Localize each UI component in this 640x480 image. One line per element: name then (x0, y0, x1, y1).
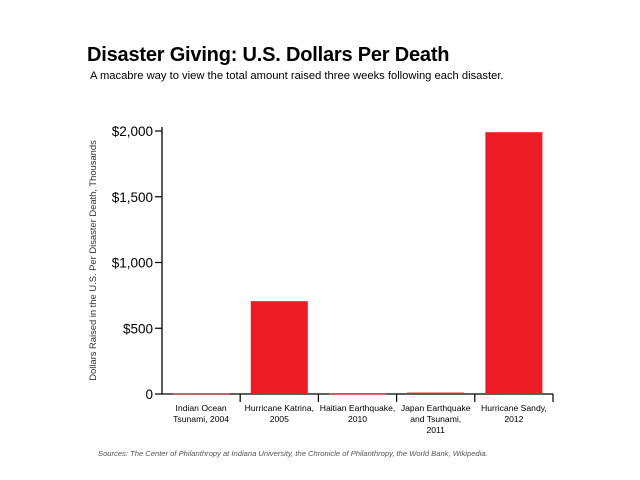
x-category-label: Haitian Earthquake, 2010 (320, 403, 395, 424)
bar-3 (329, 393, 386, 395)
y-tick-label: $2,000 (112, 124, 153, 139)
x-category-label-line: Hurricane Sandy, (481, 403, 547, 413)
bar-5 (485, 132, 543, 394)
x-category-label-line: and Tsunami, (410, 414, 461, 424)
x-category-label: Hurricane Katrina, 2005 (245, 403, 314, 424)
x-category-label-line: Japan Earthquake (401, 403, 471, 413)
bar-1 (172, 393, 230, 395)
x-category-label-line: 2012 (504, 414, 523, 424)
y-axis-title: Dollars Raised in the U.S. Per Disaster … (87, 140, 98, 381)
x-category-label-line: Hurricane Katrina, (245, 403, 314, 413)
x-category-label-line: 2010 (348, 414, 367, 424)
y-tick-label: $1,500 (112, 190, 153, 205)
y-tick-label: $500 (123, 321, 153, 336)
sources-note: Sources: The Center of Philanthropy at I… (98, 449, 488, 458)
x-category-label-line: 2005 (270, 414, 289, 424)
x-category-label-line: Haitian Earthquake, (320, 403, 395, 413)
x-category-label-line: Indian Ocean (176, 403, 227, 413)
y-tick-label: $1,000 (112, 256, 153, 271)
y-tick-label: 0 (145, 387, 153, 402)
x-category-label-line: Tsunami, 2004 (173, 414, 229, 424)
chart-title: Disaster Giving: U.S. Dollars Per Death (87, 44, 450, 66)
x-category-label-line: 2011 (426, 425, 445, 435)
x-category-label: Hurricane Sandy, 2012 (481, 403, 547, 424)
bar-4 (407, 392, 465, 394)
x-category-label: Indian Ocean Tsunami, 2004 (173, 403, 229, 424)
chart-subtitle: A macabre way to view the total amount r… (90, 70, 504, 82)
bar-2 (250, 301, 308, 394)
x-category-label: Japan Earthquake and Tsunami, 2011 (401, 403, 471, 435)
